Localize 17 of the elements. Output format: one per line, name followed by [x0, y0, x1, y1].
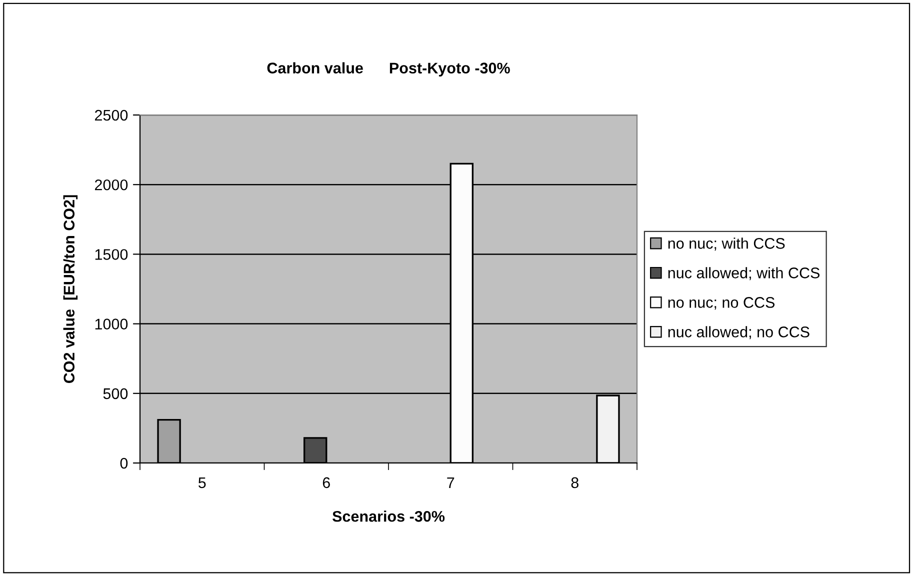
- x-tick-label: 8: [571, 477, 578, 488]
- y-tick-label: 2000: [94, 179, 128, 190]
- y-tick-label: 1500: [95, 249, 128, 260]
- legend-label: no nuc; no CCS: [668, 297, 775, 310]
- y-tick-label: 2500: [94, 110, 128, 121]
- chart-title: Carbon value Post-Kyoto -30%: [267, 62, 510, 77]
- x-tick-label: 5: [198, 477, 206, 488]
- x-tick-label: 7: [447, 477, 454, 488]
- legend-label: no nuc; with CCS: [668, 238, 785, 251]
- x-axis-title: Scenarios -30%: [332, 510, 445, 522]
- x-tick-label: 6: [322, 477, 330, 488]
- legend-label: nuc allowed; no CCS: [668, 326, 810, 340]
- y-tick-label: 1000: [95, 318, 128, 330]
- y-tick-label: 0: [120, 458, 128, 469]
- y-tick-label: 500: [103, 388, 128, 400]
- legend-label: nuc allowed; with CCS: [668, 267, 820, 280]
- y-axis-title: CO2 value [EUR/ton CO2]: [63, 195, 78, 384]
